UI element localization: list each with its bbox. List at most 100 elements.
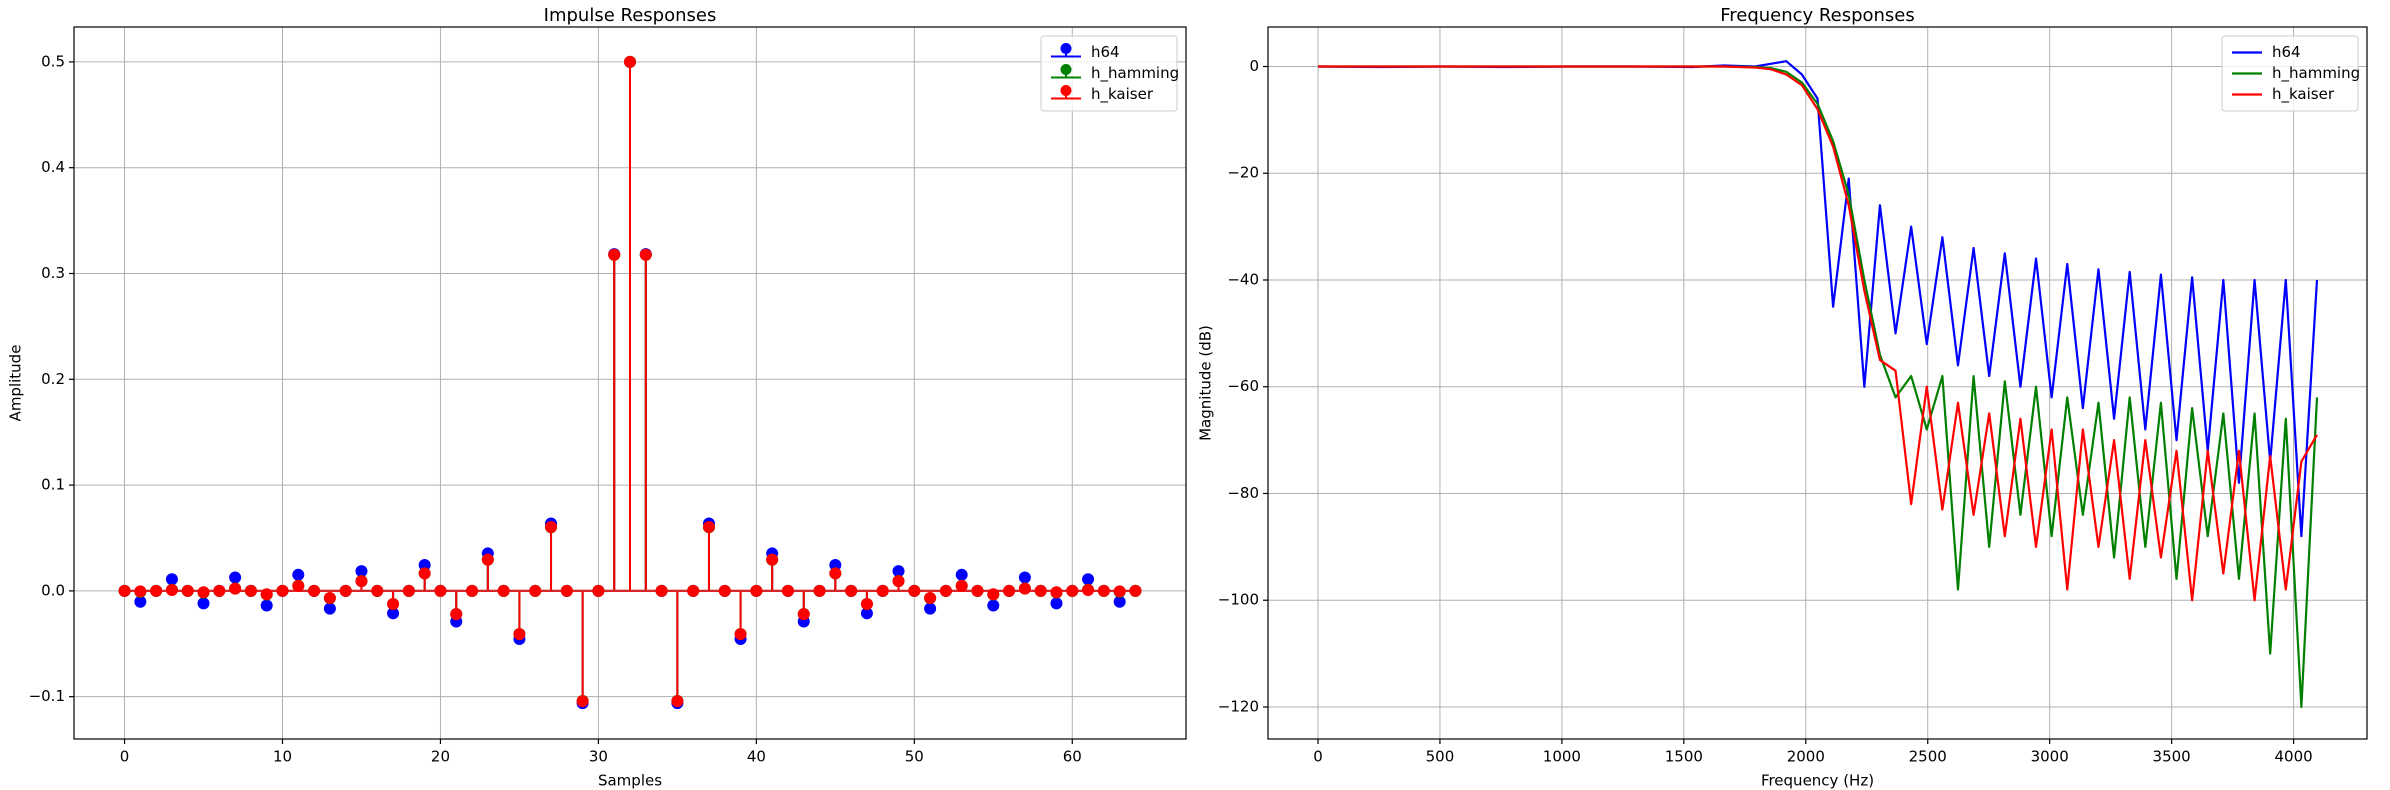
stem-marker [734, 628, 747, 641]
stem-marker [892, 575, 905, 588]
chart-title: Impulse Responses [544, 5, 717, 26]
stem-marker [1018, 571, 1031, 584]
stem-marker [860, 598, 873, 611]
x-tick-label: 1500 [1665, 748, 1703, 766]
plot-area [1268, 27, 2367, 739]
stem-marker [797, 608, 810, 621]
stem-marker [434, 584, 447, 597]
legend-box [1040, 35, 1178, 112]
stem-marker [876, 584, 889, 597]
chart-title: Frequency Responses [1720, 5, 1915, 26]
y-tick-label: −0.1 [29, 687, 65, 705]
stem-marker [1129, 584, 1142, 597]
y-tick-label: −20 [1227, 164, 1259, 182]
stem-marker [387, 607, 400, 620]
stem-marker [1113, 585, 1126, 598]
stem-marker [845, 584, 858, 597]
axes-frame [73, 26, 1187, 740]
stem-marker [655, 584, 668, 597]
plot-content [118, 55, 1142, 710]
legend-label: h64 [1091, 43, 1120, 61]
x-tick-label: 3000 [2031, 748, 2069, 766]
x-axis-label: Samples [598, 772, 662, 790]
stem-marker [197, 597, 210, 610]
x-axis-label: Frequency (Hz) [1761, 772, 1874, 790]
y-tick-label: −120 [1218, 697, 1259, 715]
stem-marker [1003, 584, 1016, 597]
stem-marker [497, 584, 510, 597]
stem-marker [560, 584, 573, 597]
x-tick-label: 30 [589, 748, 608, 766]
legend: h64 h_hamming h_kaiser [1040, 35, 1179, 112]
x-tick-label: 0 [1313, 748, 1323, 766]
x-tick-label: 40 [747, 748, 766, 766]
stem-marker [639, 248, 652, 261]
stem-marker [829, 558, 842, 571]
stem-marker [924, 602, 937, 615]
stem-marker [418, 567, 431, 580]
y-tick-label: −100 [1218, 591, 1259, 609]
stem-marker [387, 598, 400, 611]
stem-marker [1082, 573, 1095, 586]
stem-marker [1018, 582, 1031, 595]
x-tick-label: 0 [120, 748, 130, 766]
stem-marker [813, 584, 826, 597]
x-tick-label: 2000 [1787, 748, 1825, 766]
y-tick-label: 0.3 [41, 264, 65, 282]
stem-marker [545, 520, 558, 533]
stem-marker [355, 575, 368, 588]
subplot: 0 500 1000 1500 2000 2500 3000 3500 4000 −120 −100… [1197, 5, 2368, 790]
stem-marker [1034, 584, 1047, 597]
x-tick-label: 1000 [1543, 748, 1581, 766]
axes-frame [1267, 26, 2368, 740]
stem-marker [292, 568, 305, 581]
stem-marker [323, 591, 336, 604]
series-line [1318, 65, 2318, 602]
stem-marker [197, 586, 210, 599]
legend-box [2221, 35, 2359, 112]
stem-marker [624, 55, 636, 68]
legend-label: h_hamming [2272, 64, 2360, 83]
stem-marker [355, 565, 368, 578]
y-tick-label: 0.4 [41, 158, 65, 176]
stem-marker [339, 584, 352, 597]
stem-marker [260, 588, 273, 601]
stem-marker [244, 584, 257, 597]
legend-marker [1060, 43, 1072, 54]
stem-marker [229, 582, 242, 595]
x-tick-label: 50 [905, 748, 924, 766]
stem-marker [229, 571, 242, 584]
stem-marker [402, 584, 415, 597]
stem-marker [134, 595, 147, 608]
x-tick-label: 10 [273, 748, 292, 766]
stem-marker [1082, 584, 1095, 597]
legend-label: h_kaiser [2272, 85, 2335, 104]
y-tick-label: 0.2 [41, 370, 65, 388]
stem-marker [466, 584, 479, 597]
stem-marker [1097, 584, 1110, 597]
plot-content [1317, 60, 2319, 709]
stem-marker [323, 602, 336, 615]
stem-marker [955, 579, 968, 592]
x-tick-label: 2500 [1909, 748, 1947, 766]
stem-marker [1113, 595, 1126, 608]
legend-marker [1060, 85, 1072, 96]
stem-marker [987, 588, 1000, 601]
stem-marker [134, 585, 147, 598]
stem-marker [513, 628, 526, 641]
x-tick-label: 60 [1063, 748, 1082, 766]
stem-marker [292, 579, 305, 592]
stem-marker [829, 567, 842, 580]
stem-marker [608, 248, 621, 261]
stem-marker [371, 584, 384, 597]
stem-marker [260, 599, 273, 612]
stem-marker [165, 573, 178, 586]
stem-marker [1050, 597, 1063, 610]
y-tick-label: −60 [1227, 377, 1259, 395]
stem-marker [924, 591, 937, 604]
stem-marker [908, 584, 921, 597]
stem-marker [276, 584, 289, 597]
y-tick-label: 0.1 [41, 476, 65, 494]
y-tick-label: 0.0 [41, 581, 65, 599]
